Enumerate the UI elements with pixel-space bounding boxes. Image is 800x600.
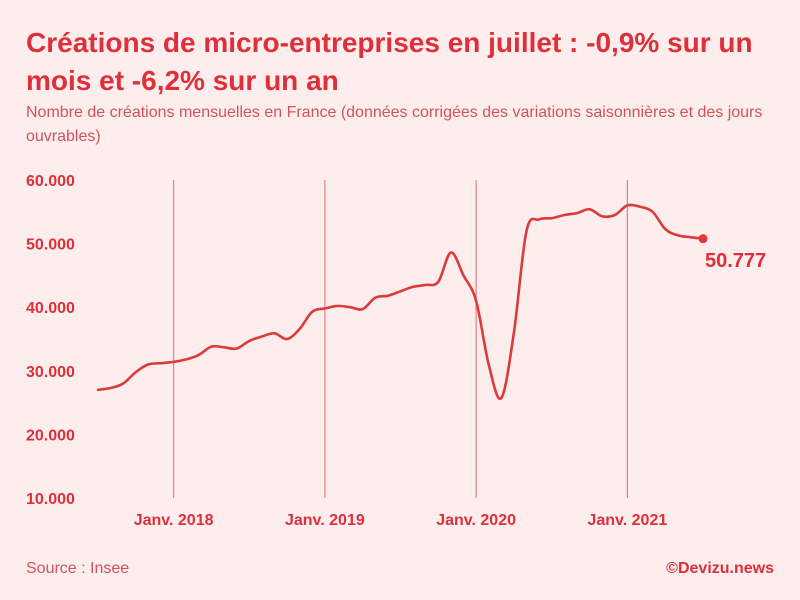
x-tick-label: Janv. 2019 [285,512,365,529]
y-tick-label: 50.000 [26,237,75,254]
x-axis-ticks: Janv. 2018 Janv. 2019 Janv. 2020 Janv. 2021 [134,512,668,529]
gridlines [173,180,628,498]
credit-link[interactable]: ©Devizu.news [666,560,774,577]
y-tick-label: 40.000 [26,300,75,317]
y-axis-ticks: 10.000 20.000 30.000 40.000 50.000 60.000 [26,173,75,508]
series-line [96,203,705,401]
x-tick-label: Janv. 2021 [587,512,667,529]
x-tick-label: Janv. 2020 [436,512,516,529]
y-tick-label: 10.000 [26,491,75,508]
y-tick-label: 60.000 [26,173,75,190]
last-value-label: 50.777 [705,250,766,272]
chart-subtitle: Nombre de créations mensuelles en France… [26,104,763,145]
chart-title: Créations de micro-entreprises en juille… [26,27,753,96]
last-point-marker [698,234,708,244]
y-tick-label: 20.000 [26,427,75,444]
annotations: 50.777 [698,234,766,272]
y-tick-label: 30.000 [26,364,75,381]
source-note: Source : Insee [26,560,130,577]
x-tick-label: Janv. 2018 [134,512,214,529]
